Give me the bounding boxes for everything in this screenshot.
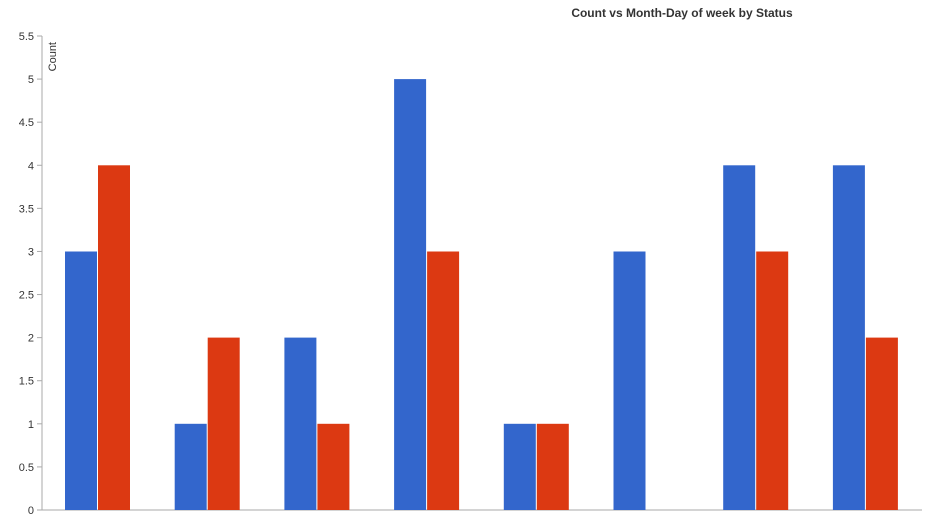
bar-series-2-group-2[interactable] <box>207 337 240 510</box>
y-tick-label: 2.5 <box>19 290 34 302</box>
bar-series-1-group-3[interactable] <box>284 337 317 510</box>
y-tick-label: 5.5 <box>19 31 34 43</box>
bar-series-1-group-2[interactable] <box>174 423 207 510</box>
bar-series-2-group-1[interactable] <box>98 165 130 511</box>
y-axis-label: Count <box>47 42 59 71</box>
bars <box>65 79 898 511</box>
bar-series-2-group-8[interactable] <box>865 337 898 510</box>
y-tick-label: 4.5 <box>19 117 34 129</box>
y-tick-label: 0.5 <box>19 462 34 474</box>
bar-series-1-group-6[interactable] <box>613 251 646 511</box>
y-tick-label: 4 <box>28 160 34 172</box>
bar-series-1-group-4[interactable] <box>394 79 427 510</box>
y-tick-label: 1.5 <box>19 376 34 388</box>
bar-series-2-group-4[interactable] <box>427 251 460 511</box>
y-tick-label: 1 <box>28 419 34 431</box>
y-tick-label: 2 <box>28 333 34 345</box>
y-tick-label: 0 <box>28 505 34 517</box>
bar-series-2-group-5[interactable] <box>536 423 569 510</box>
bar-series-1-group-1[interactable] <box>65 251 97 511</box>
y-axis-ticks: 0 0.5 1 1.5 2 2.5 3 3.5 4 4.5 5 5.5 <box>19 31 42 517</box>
y-tick-label: 3 <box>28 246 34 258</box>
y-tick-label: 3.5 <box>19 203 34 215</box>
bar-series-2-group-3[interactable] <box>317 423 350 510</box>
y-tick-label: 5 <box>28 74 34 86</box>
bar-series-1-group-5[interactable] <box>503 423 536 510</box>
chart-title: Count vs Month-Day of week by Status <box>571 6 793 20</box>
bar-series-1-group-7[interactable] <box>723 165 756 511</box>
bar-series-1-group-8[interactable] <box>832 165 865 511</box>
bar-series-2-group-7[interactable] <box>756 251 789 511</box>
